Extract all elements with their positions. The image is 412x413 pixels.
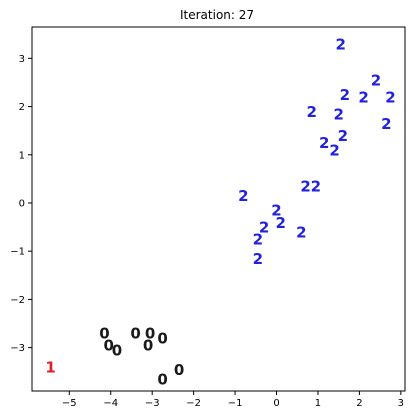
data-point-cluster-2: 2 (275, 214, 285, 232)
y-tick-label: −3 (10, 343, 25, 354)
data-point-cluster-2: 2 (319, 134, 329, 152)
data-point-cluster-0: 0 (157, 370, 167, 388)
data-point-cluster-2: 2 (333, 105, 343, 123)
data-point-cluster-2: 2 (340, 86, 350, 104)
data-point-cluster-2: 2 (253, 250, 263, 268)
data-point-cluster-2: 2 (371, 72, 381, 90)
y-tick-label: −1 (10, 247, 25, 258)
data-point-cluster-0: 0 (99, 325, 109, 343)
y-tick-label: 2 (19, 102, 25, 113)
data-point-cluster-2: 2 (271, 202, 281, 220)
x-tick-label: −3 (145, 398, 160, 409)
data-point-cluster-2: 2 (238, 187, 248, 205)
x-tick-label: −4 (103, 398, 118, 409)
data-point-cluster-2: 2 (329, 141, 339, 159)
plot-area-frame (31, 26, 406, 392)
y-tick-label: 3 (19, 54, 25, 65)
x-tick-label: −2 (186, 398, 201, 409)
data-point-cluster-2: 2 (311, 178, 321, 196)
data-point-cluster-2: 2 (307, 103, 317, 121)
data-point-cluster-2: 2 (385, 88, 395, 106)
data-point-cluster-0: 0 (145, 325, 155, 343)
data-point-cluster-2: 2 (358, 88, 368, 106)
x-tick-label: −5 (62, 398, 77, 409)
y-tick-label: −2 (10, 295, 25, 306)
x-axis: −5 −4 −3 −2 −1 0 1 2 3 (62, 391, 404, 409)
data-point-cluster-2: 2 (259, 219, 269, 237)
x-tick-label: 1 (315, 398, 321, 409)
data-point-cluster-2: 2 (253, 231, 263, 249)
data-point-cluster-1: 1 (45, 358, 55, 376)
data-point-cluster-0: 0 (130, 325, 140, 343)
y-axis: −3 −2 −1 0 1 2 3 (10, 54, 32, 354)
data-point-cluster-2: 2 (338, 127, 348, 145)
x-tick-label: −1 (228, 398, 243, 409)
data-point-cluster-0: 0 (143, 337, 153, 355)
data-point-cluster-2: 2 (381, 115, 391, 133)
data-point-cluster-0: 0 (112, 342, 122, 360)
y-tick-label: 0 (19, 198, 25, 209)
data-point-cluster-0: 0 (174, 361, 184, 379)
x-tick-label: 0 (273, 398, 279, 409)
data-point-cluster-0: 0 (157, 329, 167, 347)
data-point-cluster-2: 2 (300, 178, 310, 196)
chart-title: Iteration: 27 (180, 8, 254, 22)
x-tick-label: 2 (356, 398, 362, 409)
x-tick-label: 3 (398, 398, 404, 409)
y-tick-label: 1 (19, 150, 25, 161)
data-point-cluster-2: 2 (296, 223, 306, 241)
data-point-cluster-0: 0 (103, 337, 113, 355)
data-point-cluster-2: 2 (336, 35, 346, 53)
